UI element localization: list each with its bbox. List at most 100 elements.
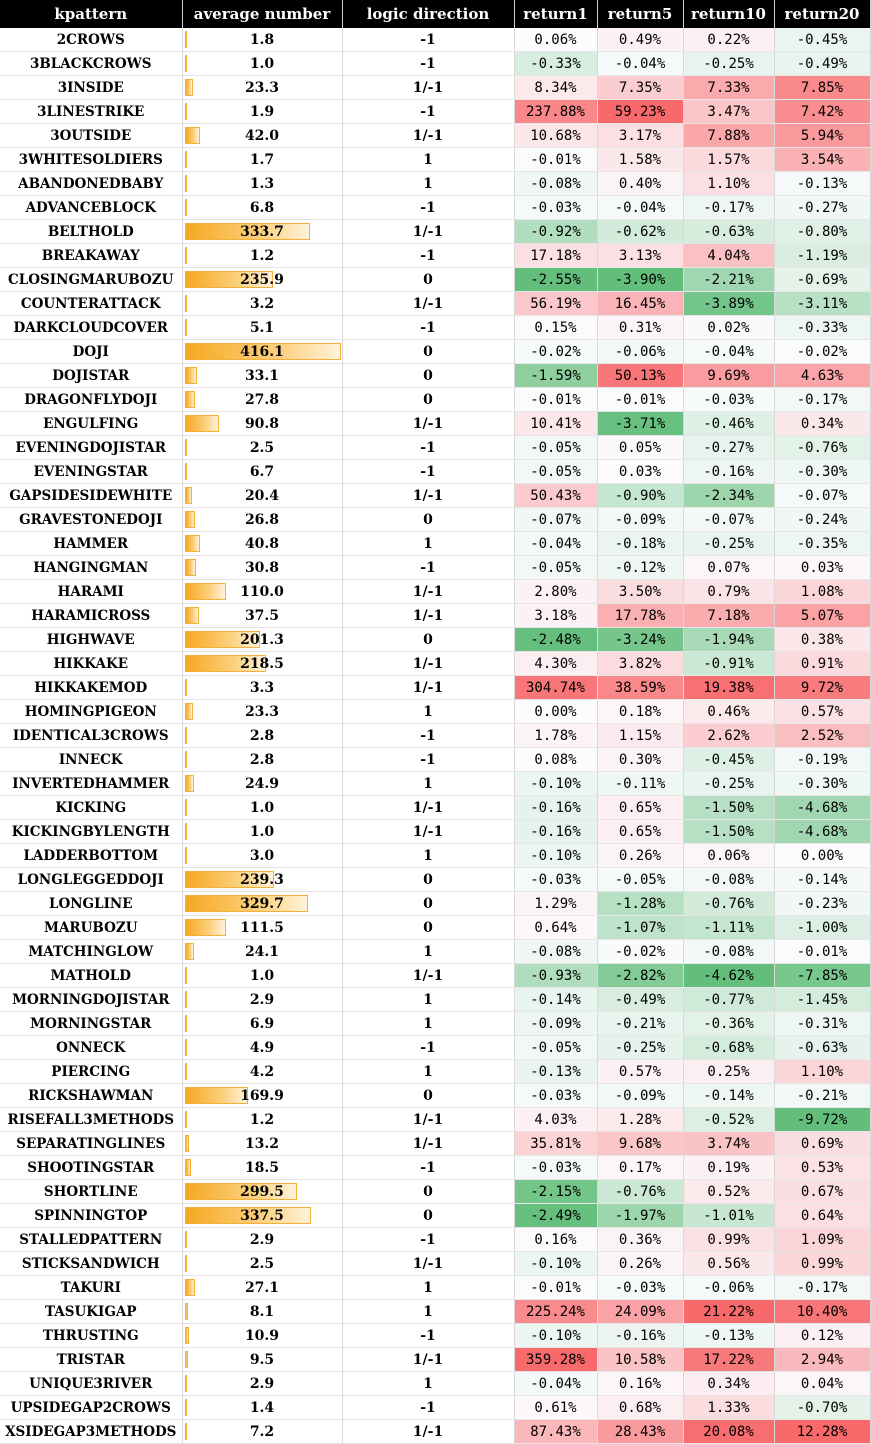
return10-cell[interactable]: -0.52% — [683, 1107, 775, 1132]
return10-cell[interactable]: -0.25% — [683, 51, 775, 76]
logic-direction-cell[interactable]: -1 — [342, 723, 515, 748]
logic-direction-cell[interactable]: 1 — [342, 147, 515, 172]
return5-cell[interactable]: 0.57% — [597, 1059, 684, 1084]
kpattern-cell[interactable]: MORNINGDOJISTAR — [0, 987, 183, 1012]
return20-cell[interactable]: 0.53% — [774, 1155, 871, 1180]
average-number-cell[interactable]: 2.9 — [182, 1371, 343, 1396]
return5-cell[interactable]: 0.16% — [597, 1371, 684, 1396]
return10-cell[interactable]: 1.33% — [683, 1395, 775, 1420]
kpattern-cell[interactable]: BELTHOLD — [0, 219, 183, 244]
return20-cell[interactable]: 9.72% — [774, 675, 871, 700]
return10-cell[interactable]: -0.16% — [683, 459, 775, 484]
average-number-cell[interactable]: 2.9 — [182, 987, 343, 1012]
average-number-cell[interactable]: 20.4 — [182, 483, 343, 508]
return20-cell[interactable]: -9.72% — [774, 1107, 871, 1132]
return5-cell[interactable]: 3.50% — [597, 579, 684, 604]
return5-cell[interactable]: 3.17% — [597, 123, 684, 148]
kpattern-cell[interactable]: BREAKAWAY — [0, 243, 183, 268]
return1-cell[interactable]: -0.02% — [514, 339, 598, 364]
return5-cell[interactable]: 3.13% — [597, 243, 684, 268]
average-number-cell[interactable]: 26.8 — [182, 507, 343, 532]
return10-cell[interactable]: 0.25% — [683, 1059, 775, 1084]
kpattern-cell[interactable]: COUNTERATTACK — [0, 291, 183, 316]
logic-direction-cell[interactable]: 1/-1 — [342, 651, 515, 676]
average-number-cell[interactable]: 201.3 — [182, 627, 343, 652]
logic-direction-cell[interactable]: 1 — [342, 1011, 515, 1036]
header-return1[interactable]: return1 — [514, 0, 598, 28]
return1-cell[interactable]: -0.10% — [514, 1251, 598, 1276]
return20-cell[interactable]: -0.01% — [774, 939, 871, 964]
return5-cell[interactable]: 0.49% — [597, 28, 684, 52]
return10-cell[interactable]: -0.25% — [683, 531, 775, 556]
return10-cell[interactable]: 1.57% — [683, 147, 775, 172]
kpattern-cell[interactable]: SHOOTINGSTAR — [0, 1155, 183, 1180]
kpattern-cell[interactable]: SHORTLINE — [0, 1179, 183, 1204]
return10-cell[interactable]: -0.08% — [683, 939, 775, 964]
return5-cell[interactable]: 7.35% — [597, 75, 684, 100]
kpattern-cell[interactable]: EVENINGSTAR — [0, 459, 183, 484]
return10-cell[interactable]: 9.69% — [683, 363, 775, 388]
return1-cell[interactable]: 304.74% — [514, 675, 598, 700]
logic-direction-cell[interactable]: -1 — [342, 459, 515, 484]
return5-cell[interactable]: 1.58% — [597, 147, 684, 172]
return1-cell[interactable]: 359.28% — [514, 1347, 598, 1372]
logic-direction-cell[interactable]: 0 — [342, 363, 515, 388]
average-number-cell[interactable]: 110.0 — [182, 579, 343, 604]
return10-cell[interactable]: 2.62% — [683, 723, 775, 748]
return5-cell[interactable]: -3.24% — [597, 627, 684, 652]
kpattern-cell[interactable]: STALLEDPATTERN — [0, 1227, 183, 1252]
kpattern-cell[interactable]: HANGINGMAN — [0, 555, 183, 580]
average-number-cell[interactable]: 42.0 — [182, 123, 343, 148]
return10-cell[interactable]: -0.03% — [683, 387, 775, 412]
average-number-cell[interactable]: 23.3 — [182, 75, 343, 100]
average-number-cell[interactable]: 3.2 — [182, 291, 343, 316]
return20-cell[interactable]: -0.27% — [774, 195, 871, 220]
average-number-cell[interactable]: 1.2 — [182, 1107, 343, 1132]
logic-direction-cell[interactable]: 1/-1 — [342, 795, 515, 820]
kpattern-cell[interactable]: CLOSINGMARUBOZU — [0, 267, 183, 292]
return20-cell[interactable]: 7.85% — [774, 75, 871, 100]
return1-cell[interactable]: 1.78% — [514, 723, 598, 748]
return1-cell[interactable]: 0.15% — [514, 315, 598, 340]
logic-direction-cell[interactable]: 1 — [342, 1275, 515, 1300]
return20-cell[interactable]: 1.09% — [774, 1227, 871, 1252]
kpattern-cell[interactable]: EVENINGDOJISTAR — [0, 435, 183, 460]
kpattern-cell[interactable]: GRAVESTONEDOJI — [0, 507, 183, 532]
return1-cell[interactable]: 2.80% — [514, 579, 598, 604]
return10-cell[interactable]: 7.33% — [683, 75, 775, 100]
kpattern-cell[interactable]: LONGLINE — [0, 891, 183, 916]
logic-direction-cell[interactable]: -1 — [342, 315, 515, 340]
return1-cell[interactable]: -2.15% — [514, 1179, 598, 1204]
return20-cell[interactable]: -0.13% — [774, 171, 871, 196]
return20-cell[interactable]: 3.54% — [774, 147, 871, 172]
return20-cell[interactable]: 5.07% — [774, 603, 871, 628]
average-number-cell[interactable]: 2.8 — [182, 747, 343, 772]
average-number-cell[interactable]: 1.0 — [182, 819, 343, 844]
return5-cell[interactable]: -0.18% — [597, 531, 684, 556]
average-number-cell[interactable]: 3.0 — [182, 843, 343, 868]
return5-cell[interactable]: 16.45% — [597, 291, 684, 316]
average-number-cell[interactable]: 90.8 — [182, 411, 343, 436]
return10-cell[interactable]: 0.56% — [683, 1251, 775, 1276]
average-number-cell[interactable]: 8.1 — [182, 1299, 343, 1324]
return5-cell[interactable]: 3.82% — [597, 651, 684, 676]
average-number-cell[interactable]: 1.0 — [182, 795, 343, 820]
return5-cell[interactable]: 0.17% — [597, 1155, 684, 1180]
return1-cell[interactable]: -0.03% — [514, 1155, 598, 1180]
return1-cell[interactable]: 8.34% — [514, 75, 598, 100]
kpattern-cell[interactable]: THRUSTING — [0, 1323, 183, 1348]
return5-cell[interactable]: -3.90% — [597, 267, 684, 292]
return20-cell[interactable]: -0.33% — [774, 315, 871, 340]
average-number-cell[interactable]: 30.8 — [182, 555, 343, 580]
kpattern-cell[interactable]: SEPARATINGLINES — [0, 1131, 183, 1156]
logic-direction-cell[interactable]: 1/-1 — [342, 1251, 515, 1276]
return1-cell[interactable]: -0.03% — [514, 1083, 598, 1108]
average-number-cell[interactable]: 329.7 — [182, 891, 343, 916]
return5-cell[interactable]: 50.13% — [597, 363, 684, 388]
return5-cell[interactable]: -0.04% — [597, 195, 684, 220]
return20-cell[interactable]: 0.57% — [774, 699, 871, 724]
return20-cell[interactable]: -0.02% — [774, 339, 871, 364]
logic-direction-cell[interactable]: 1/-1 — [342, 963, 515, 988]
logic-direction-cell[interactable]: 1 — [342, 771, 515, 796]
kpattern-cell[interactable]: 3WHITESOLDIERS — [0, 147, 183, 172]
